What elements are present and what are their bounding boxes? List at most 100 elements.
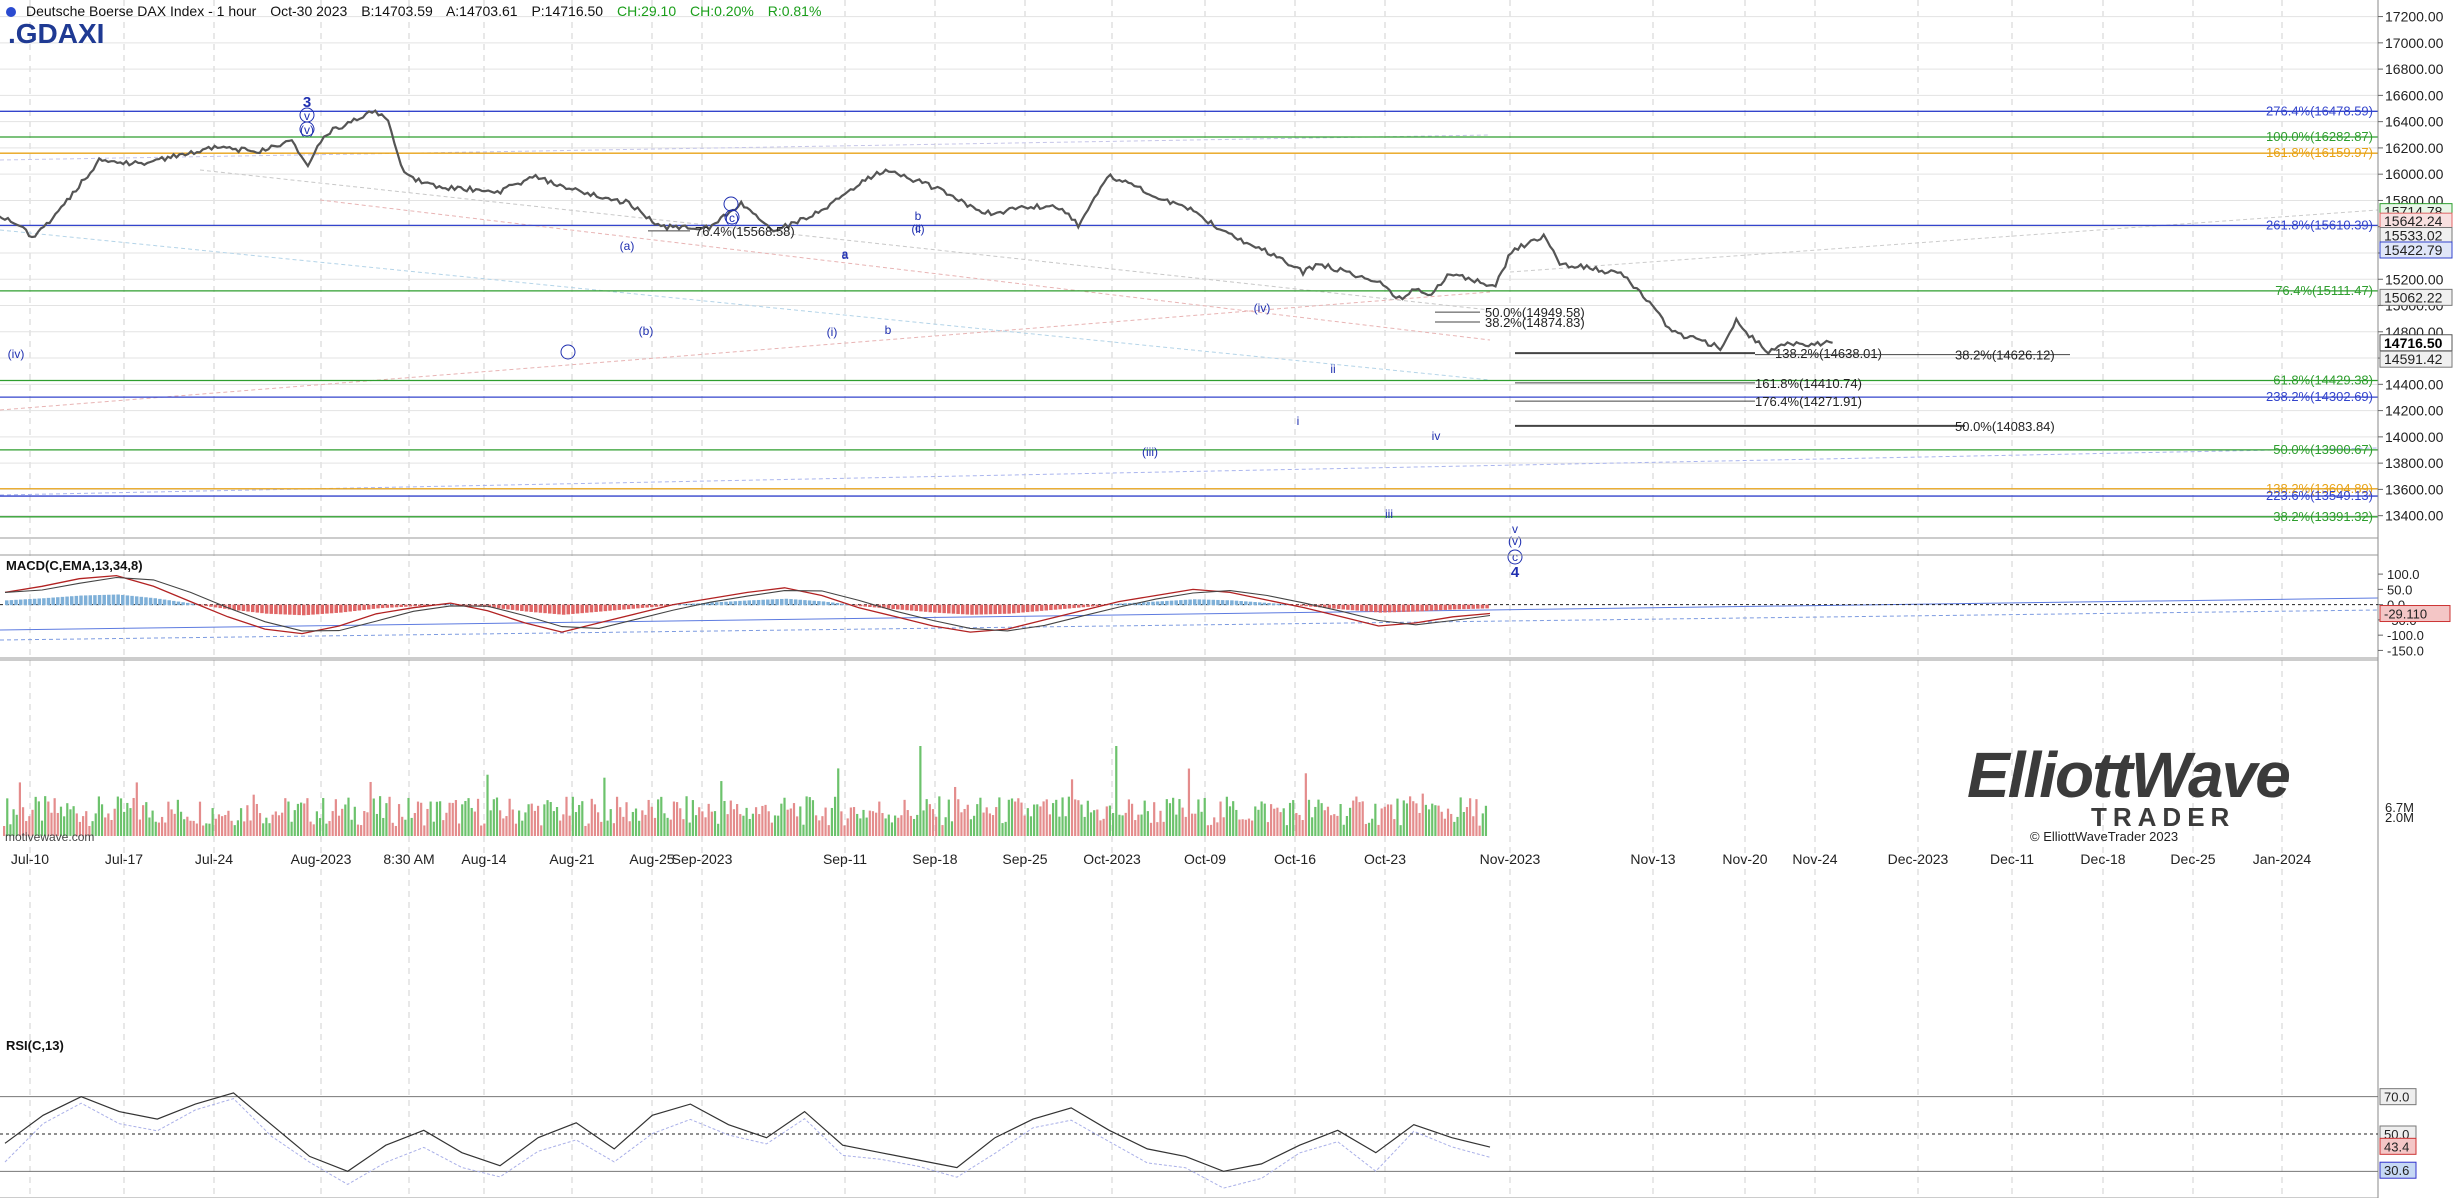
volume-bar [211,808,214,836]
volume-bar [1225,796,1228,836]
volume-bar [527,804,530,836]
macd-histogram-bar [1476,604,1480,609]
macd-histogram-bar [585,604,589,613]
fib-level-label: 76.4%(15111.47) [2275,283,2373,298]
x-tick-label: Sep-2023 [672,851,733,867]
macd-histogram-bar [682,604,687,606]
volume-bar [198,801,202,836]
wave-label: a [842,247,849,261]
volume-bar [281,812,284,836]
volume-bar [909,815,912,836]
volume-bar [94,813,97,836]
wave-label: a [842,248,849,262]
macd-histogram-bar [199,604,204,606]
wave-label-circle [299,121,315,137]
volume-bar [1213,817,1216,836]
volume-bar [25,821,28,836]
volume-bar [988,813,991,836]
volume-bar [353,806,356,836]
volume-bar [1232,801,1235,836]
x-tick-label: Nov-13 [1630,851,1675,867]
volume-bar [1301,820,1304,836]
macd-histogram-bar [659,604,663,607]
volume-bar [742,815,745,836]
volume-bar [420,802,423,836]
volume-bar [609,809,612,836]
wave-label-circle [560,344,576,360]
macd-tick-label: 100.0 [2387,567,2420,582]
volume-bar [151,810,154,836]
volume-bar [1235,809,1238,836]
volume-bar [1440,811,1443,836]
volume-bar [846,818,849,836]
price-tag: 15642.24 [2384,213,2443,229]
macd-histogram-bar [422,604,427,606]
macd-histogram-bar [831,602,835,606]
price-tag-box [2379,241,2453,259]
macd-histogram-bar [882,604,886,609]
volume-bar [100,804,104,836]
volume-bar [356,824,360,836]
macd-histogram-bar [232,604,236,610]
volume-bar [1412,801,1415,836]
volume-bar [18,782,21,836]
volume-bar [672,801,676,836]
volume-bar [1244,819,1247,836]
volume-bar [704,817,707,836]
volume-bar [925,799,928,836]
trend-channel-line [1509,209,2379,273]
volume-bar [1336,815,1339,836]
volume-bar [1418,812,1421,836]
trend-channel-line [0,597,2379,631]
volume-bar [1153,802,1156,836]
fib-level-label: 261.8%(15610.39) [2266,217,2373,232]
volume-bar [410,817,413,836]
macd-histogram-bar [469,604,473,606]
volume-bar [701,811,704,836]
macd-histogram-bar [1021,604,1025,613]
x-tick-label: Jul-10 [11,851,49,867]
macd-histogram-bar [886,604,891,609]
macd-histogram-bar [1169,600,1174,606]
volume-bar [1162,821,1165,836]
macd-histogram-bar [176,601,181,606]
macd-histogram-bar [1155,601,1160,606]
volume-bar [1121,815,1124,836]
volume-bar [1039,806,1042,836]
volume-bar [669,819,672,836]
volume-bar [63,816,66,836]
macd-histogram-bar [1327,604,1332,609]
volume-bar [274,811,277,836]
fib-level-label: 100.0%(16282.87) [2266,129,2373,144]
macd-histogram-bar [390,604,394,608]
volume-bar [59,806,63,836]
macd-histogram-bar [1146,601,1151,606]
price-tag-box [2379,350,2453,368]
wave-label: c [1512,550,1518,564]
macd-histogram-bar [121,594,125,606]
volume-bar [205,823,208,836]
volume-bar [217,814,221,836]
macd-histogram-bar [1295,604,1299,606]
logo-line1: ElliottWave [1967,739,2291,811]
macd-signal-line [4,576,1491,632]
volume-bar [1462,812,1465,836]
macd-histogram-bar [547,604,552,614]
volume-bar [568,815,571,836]
volume-bar [350,819,353,836]
x-tick-label: Dec-25 [2170,851,2215,867]
volume-bar [603,777,606,836]
volume-bar [132,797,135,836]
macd-histogram-bar [677,604,682,606]
macd-histogram-bar [872,604,877,608]
macd-histogram-bar [905,604,909,611]
volume-bar [552,811,555,836]
volume-bar [1269,804,1273,836]
x-tick-label: Aug-21 [549,851,594,867]
volume-bar [1010,798,1014,836]
macd-histogram-bar [937,604,942,613]
volume-bar [277,815,281,836]
projection-level-label: 50.0%(14083.84) [1955,419,2055,434]
volume-bar [258,813,262,836]
